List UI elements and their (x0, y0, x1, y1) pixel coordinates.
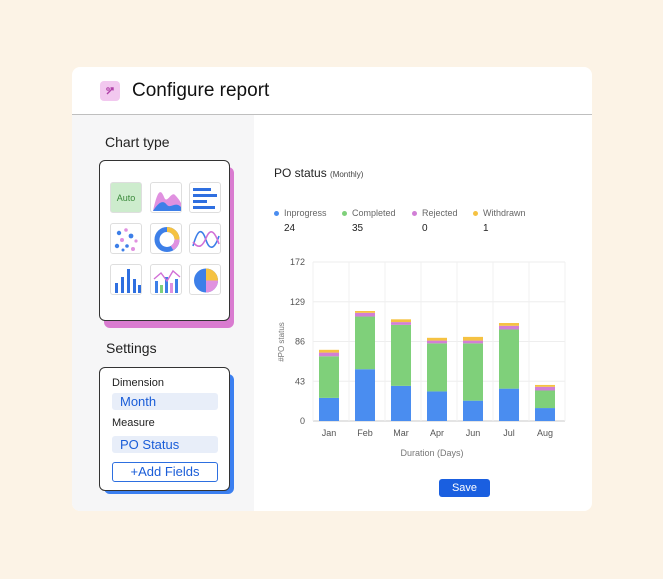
report-icon (100, 81, 120, 101)
line-chart-icon (192, 230, 220, 248)
dimension-label: Dimension (112, 377, 164, 389)
bar-rejected-jun (463, 340, 483, 344)
legend-dot-completed (342, 210, 347, 216)
bar-inprogress-jun (463, 400, 483, 421)
bar-withdrawn-jan (319, 349, 339, 353)
configure-report-card: Configure report Chart type Auto (72, 67, 592, 511)
page-title: Configure report (132, 80, 270, 101)
legend-completed: Completed 35 (342, 208, 396, 234)
legend-dot-rejected (412, 210, 417, 216)
y-tick-label: 0 (300, 416, 305, 426)
chart-type-scatter[interactable] (110, 223, 142, 254)
legend-withdrawn: Withdrawn 1 (473, 208, 526, 234)
save-button[interactable]: Save (439, 479, 490, 497)
measure-label: Measure (112, 417, 155, 429)
legend-count-withdrawn: 1 (483, 223, 489, 234)
combo-chart-icon (153, 269, 181, 293)
bar-inprogress-feb (355, 369, 375, 421)
x-tick-label: Aug (537, 428, 553, 438)
x-tick-label: Feb (357, 428, 373, 438)
bar-inprogress-jul (499, 388, 519, 421)
header: Configure report (72, 67, 592, 115)
legend-count-completed: 35 (352, 223, 364, 234)
chart-type-horizontal-bar[interactable] (189, 182, 221, 213)
bar-completed-mar (391, 324, 411, 386)
bar-withdrawn-apr (427, 337, 447, 341)
chart-type-panel: Auto (99, 160, 230, 321)
bar-withdrawn-mar (391, 319, 411, 323)
dimension-field[interactable]: Month (112, 393, 218, 410)
legend-label-inprogress: Inprogress (284, 208, 327, 218)
report-subtitle: (Monthly) (330, 170, 364, 179)
bar-rejected-jan (319, 352, 339, 357)
legend-rejected: Rejected 0 (412, 208, 458, 234)
legend-label-rejected: Rejected (422, 208, 458, 218)
report-title-text: PO status (274, 166, 327, 180)
y-axis-label: #PO status (277, 322, 286, 362)
bar-inprogress-jan (319, 397, 339, 421)
settings-title: Settings (106, 340, 157, 356)
bar-inprogress-apr (427, 391, 447, 421)
x-tick-label: Mar (393, 428, 409, 438)
y-tick-label: 129 (290, 297, 305, 307)
bar-inprogress-mar (391, 385, 411, 421)
bar-inprogress-aug (535, 408, 555, 421)
x-tick-label: Jan (322, 428, 337, 438)
donut-chart-icon (154, 227, 180, 252)
chart-type-line[interactable] (189, 223, 221, 254)
bar-completed-aug (535, 390, 555, 409)
y-tick-label: 86 (295, 337, 305, 347)
bar-completed-jun (463, 343, 483, 401)
chart-type-donut[interactable] (150, 223, 182, 254)
scatter-chart-icon (114, 228, 138, 252)
chart-type-auto[interactable]: Auto (110, 182, 142, 213)
chart-type-column[interactable] (110, 264, 142, 295)
bar-withdrawn-aug (535, 384, 555, 387)
pie-chart-icon (194, 268, 218, 293)
add-fields-button[interactable]: +Add Fields (112, 462, 218, 482)
legend-count-inprogress: 24 (284, 223, 296, 234)
legend-label-completed: Completed (352, 208, 396, 218)
auto-label: Auto (116, 192, 136, 203)
measure-field[interactable]: PO Status (112, 436, 218, 453)
legend-dot-withdrawn (473, 210, 478, 216)
x-tick-label: Apr (430, 428, 444, 438)
x-tick-label: Jun (466, 428, 481, 438)
x-tick-label: Jul (503, 428, 515, 438)
column-chart-icon (115, 269, 141, 293)
bar-completed-jan (319, 356, 339, 398)
bar-completed-feb (355, 316, 375, 370)
chart-type-pie[interactable] (189, 264, 221, 295)
bar-withdrawn-jun (463, 336, 483, 341)
bar-withdrawn-feb (355, 310, 375, 313)
bar-completed-apr (427, 343, 447, 392)
legend-inprogress: Inprogress 24 (274, 208, 327, 234)
settings-panel: Dimension Month Measure PO Status +Add F… (99, 367, 230, 491)
report-preview: PO status (Monthly) Inprogress 24 Comple… (254, 115, 592, 511)
y-tick-label: 172 (290, 257, 305, 267)
legend-dot-inprogress (274, 210, 279, 216)
bar-rejected-apr (427, 340, 447, 344)
chart-type-combo[interactable] (150, 264, 182, 295)
y-tick-label: 43 (295, 376, 305, 386)
x-axis-label: Duration (Days) (400, 448, 463, 458)
chart-type-area[interactable] (150, 182, 182, 213)
area-chart-icon (153, 192, 181, 211)
bar-rejected-jul (499, 325, 519, 330)
legend-label-withdrawn: Withdrawn (483, 208, 526, 218)
chart-type-title: Chart type (105, 134, 170, 150)
bar-withdrawn-jul (499, 323, 519, 326)
bar-rejected-feb (355, 312, 375, 317)
bar-rejected-mar (391, 322, 411, 325)
legend-count-rejected: 0 (422, 223, 428, 234)
horizontal-bar-icon (193, 188, 217, 209)
bar-completed-jul (499, 329, 519, 389)
bar-rejected-aug (535, 386, 555, 391)
report-title: PO status (Monthly) (274, 166, 363, 180)
